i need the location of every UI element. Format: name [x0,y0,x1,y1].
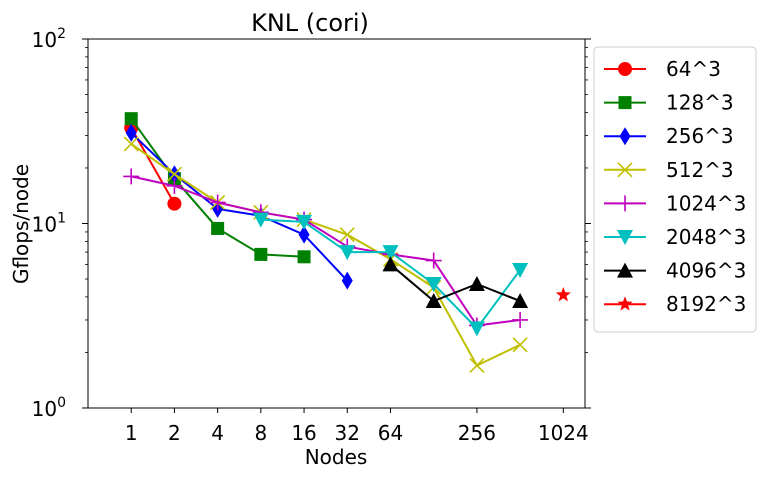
data-point [124,112,138,126]
legend-label: 128^3 [666,91,734,115]
data-point [425,276,442,292]
legend-marker [617,230,633,245]
y-tick-label: 100 [32,395,66,421]
data-point [298,225,310,244]
data-point [468,321,485,337]
data-point [382,245,399,261]
x-tick-label: 256 [458,421,496,445]
x-tick-label: 1 [125,421,138,445]
legend-marker [617,162,633,178]
data-point [339,227,355,243]
data-point [252,212,269,228]
legend-item: 64^3 [604,57,721,81]
x-tick-label: 8 [254,421,267,445]
data-point [339,245,356,261]
legend-box [593,46,757,333]
data-point [125,123,137,142]
legend-item: 8192^3 [604,292,746,316]
series-line-1024-3 [130,175,521,327]
x-tick-label: 32 [335,421,360,445]
data-point [123,136,139,152]
data-point [254,247,268,261]
data-point [209,194,226,211]
x-axis-label: Nodes [305,445,368,469]
y-tick-label: 101 [32,211,66,237]
legend-label: 1024^3 [666,191,746,215]
data-point [123,168,140,185]
legend-marker [617,296,633,311]
x-tick-label: 4 [211,421,224,445]
x-tick-label: 2 [168,421,181,445]
y-tick-label: 102 [32,26,66,52]
legend-item: 4096^3 [604,259,746,283]
data-point [512,262,529,278]
x-tick-label: 16 [291,421,316,445]
data-point [166,166,182,182]
data-point [555,286,571,302]
legend: 64^3 128^3 256^3 512^3 1024^3 2048^3 4096^3 819… [593,46,757,333]
legend-marker [617,262,633,278]
data-point [425,252,442,269]
legend-marker [619,127,631,146]
series-line-512-3 [130,143,521,367]
data-point [512,337,528,353]
data-point [512,311,529,328]
data-point [468,275,485,291]
legend-marker [617,195,633,212]
data-point [211,221,225,235]
data-point [425,293,442,309]
series-line-4096-3 [389,263,521,303]
legend-label: 8192^3 [666,292,746,316]
legend-label: 256^3 [666,124,734,148]
series-line-256-3 [130,132,348,282]
legend-label: 4096^3 [666,259,746,283]
legend-marker [618,62,632,76]
data-point [341,271,353,290]
chart-title: KNL (cori) [251,9,369,37]
data-point [382,256,399,272]
data-point [512,293,529,309]
axes-frame [87,38,586,409]
legend-item: 128^3 [604,91,734,115]
data-point [469,357,485,374]
x-tick-label: 64 [378,421,403,445]
data-point [166,177,183,194]
series-line-128-3 [130,118,305,258]
x-tick-label: 1024 [538,421,589,445]
legend-label: 64^3 [666,57,721,81]
legend-label: 512^3 [666,158,734,182]
data-point [296,214,313,230]
legend-label: 2048^3 [666,225,746,249]
legend-marker [618,96,632,110]
data-point [167,196,182,211]
legend-item: 2048^3 [604,225,746,249]
legend-item: 256^3 [604,124,734,148]
data-point [297,250,311,264]
legend-item: 1024^3 [604,191,746,215]
y-axis-label: Gflops/node [9,164,33,284]
legend-item: 512^3 [604,158,734,182]
plot-area: 1 2 4 8 16 32 64 256 1024 100 101 102 [32,26,591,445]
